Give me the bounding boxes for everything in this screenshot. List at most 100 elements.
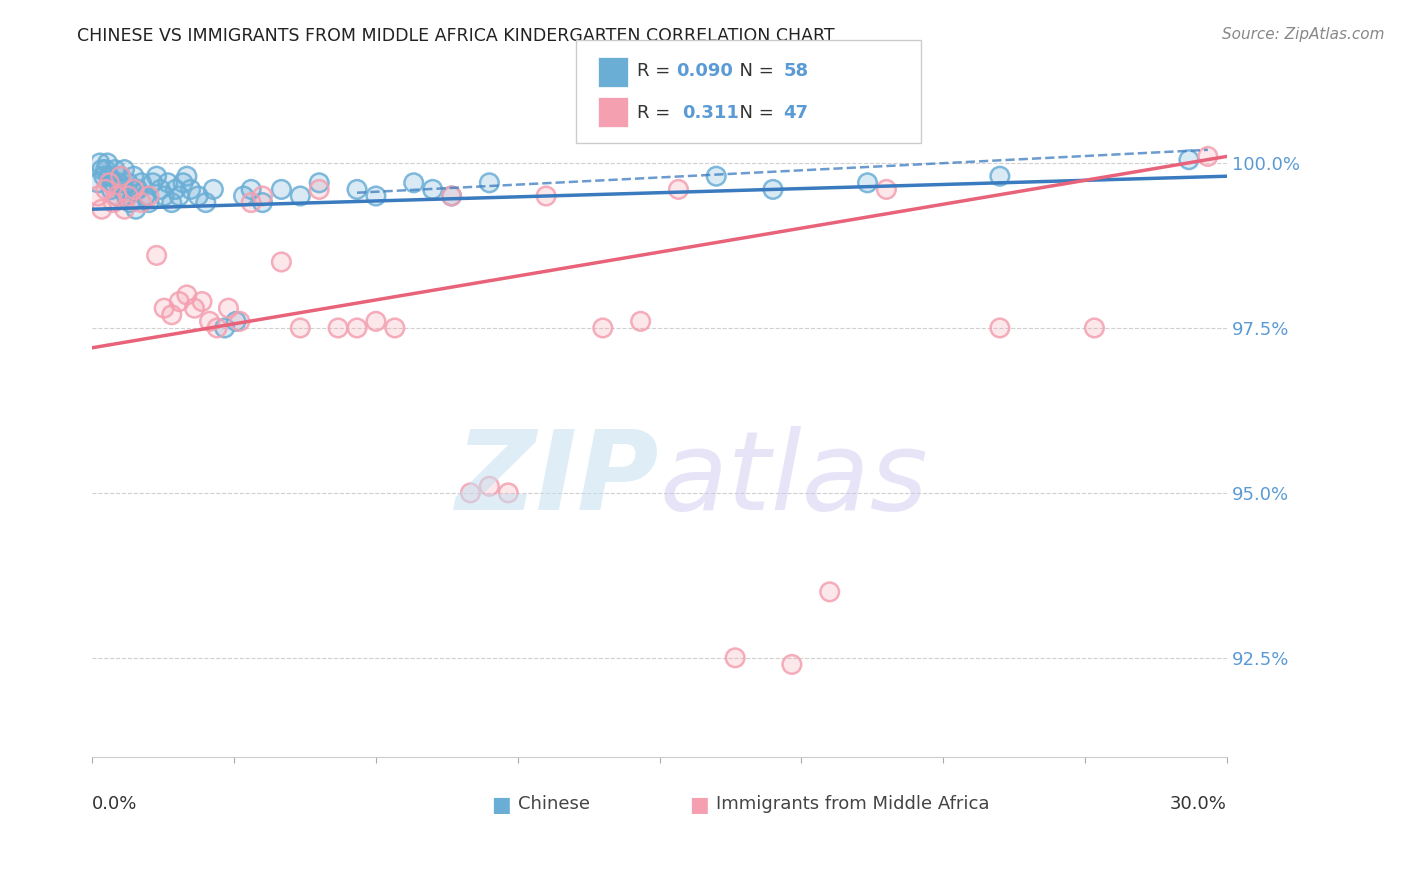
- Text: ■: ■: [491, 795, 510, 815]
- Text: 0.0%: 0.0%: [93, 795, 138, 813]
- Point: [142, 176, 165, 190]
- Point: [125, 202, 148, 217]
- Point: [134, 189, 156, 203]
- Point: [198, 314, 221, 328]
- Point: [240, 182, 263, 196]
- Point: [101, 195, 124, 210]
- Point: [101, 176, 124, 190]
- Point: [145, 169, 167, 184]
- Point: [308, 176, 330, 190]
- Point: [96, 156, 118, 170]
- Point: [460, 486, 482, 500]
- Point: [104, 162, 127, 177]
- Point: [131, 176, 153, 190]
- Point: [346, 321, 368, 335]
- Point: [326, 321, 349, 335]
- Point: [176, 288, 198, 302]
- Point: [205, 321, 228, 335]
- Point: [988, 321, 1011, 335]
- Point: [270, 255, 292, 269]
- Point: [988, 169, 1011, 184]
- Point: [138, 189, 160, 203]
- Point: [422, 182, 444, 196]
- Point: [252, 195, 274, 210]
- Point: [668, 182, 690, 196]
- Point: [101, 176, 124, 190]
- Point: [122, 182, 145, 196]
- Point: [364, 314, 387, 328]
- Point: [87, 189, 110, 203]
- Point: [115, 189, 138, 203]
- Point: [202, 182, 225, 196]
- Point: [194, 195, 217, 210]
- Point: [107, 176, 129, 190]
- Point: [117, 189, 139, 203]
- Point: [105, 189, 128, 203]
- Point: [149, 182, 172, 196]
- Point: [762, 182, 785, 196]
- Point: [131, 176, 153, 190]
- Point: [818, 585, 841, 599]
- Point: [169, 294, 191, 309]
- Point: [724, 650, 747, 665]
- Point: [364, 189, 387, 203]
- Point: [117, 189, 139, 203]
- Point: [191, 294, 214, 309]
- Text: 0.090: 0.090: [676, 62, 733, 80]
- Point: [1197, 149, 1219, 163]
- Point: [704, 169, 727, 184]
- Point: [160, 195, 183, 210]
- Point: [156, 176, 179, 190]
- Point: [100, 182, 122, 196]
- Point: [364, 314, 387, 328]
- Point: [89, 156, 111, 170]
- Point: [176, 288, 198, 302]
- Point: [122, 169, 145, 184]
- Point: [1178, 153, 1201, 167]
- Point: [364, 189, 387, 203]
- Point: [127, 182, 149, 196]
- Point: [440, 189, 463, 203]
- Point: [93, 169, 115, 184]
- Point: [440, 189, 463, 203]
- Point: [290, 321, 312, 335]
- Point: [308, 176, 330, 190]
- Point: [110, 169, 132, 184]
- Point: [101, 195, 124, 210]
- Point: [176, 169, 198, 184]
- Point: [169, 189, 191, 203]
- Point: [100, 182, 122, 196]
- Point: [225, 314, 247, 328]
- Text: R =: R =: [637, 104, 682, 122]
- Point: [114, 202, 136, 217]
- Point: [125, 202, 148, 217]
- Point: [668, 182, 690, 196]
- Point: [180, 182, 202, 196]
- Point: [205, 321, 228, 335]
- Point: [308, 182, 330, 196]
- Point: [346, 182, 368, 196]
- Point: [875, 182, 897, 196]
- Point: [988, 321, 1011, 335]
- Point: [98, 169, 121, 184]
- Point: [592, 321, 614, 335]
- Point: [440, 189, 463, 203]
- Point: [478, 176, 501, 190]
- Point: [183, 301, 205, 315]
- Point: [145, 248, 167, 262]
- Point: [122, 182, 145, 196]
- Point: [856, 176, 879, 190]
- Point: [94, 162, 117, 177]
- Text: Chinese: Chinese: [517, 795, 589, 813]
- Point: [90, 202, 112, 217]
- Text: ■: ■: [689, 795, 709, 815]
- Point: [114, 162, 136, 177]
- Point: [117, 176, 139, 190]
- Point: [229, 314, 252, 328]
- Point: [875, 182, 897, 196]
- Point: [160, 195, 183, 210]
- Point: [384, 321, 406, 335]
- Point: [160, 308, 183, 322]
- Point: [115, 189, 138, 203]
- Point: [724, 650, 747, 665]
